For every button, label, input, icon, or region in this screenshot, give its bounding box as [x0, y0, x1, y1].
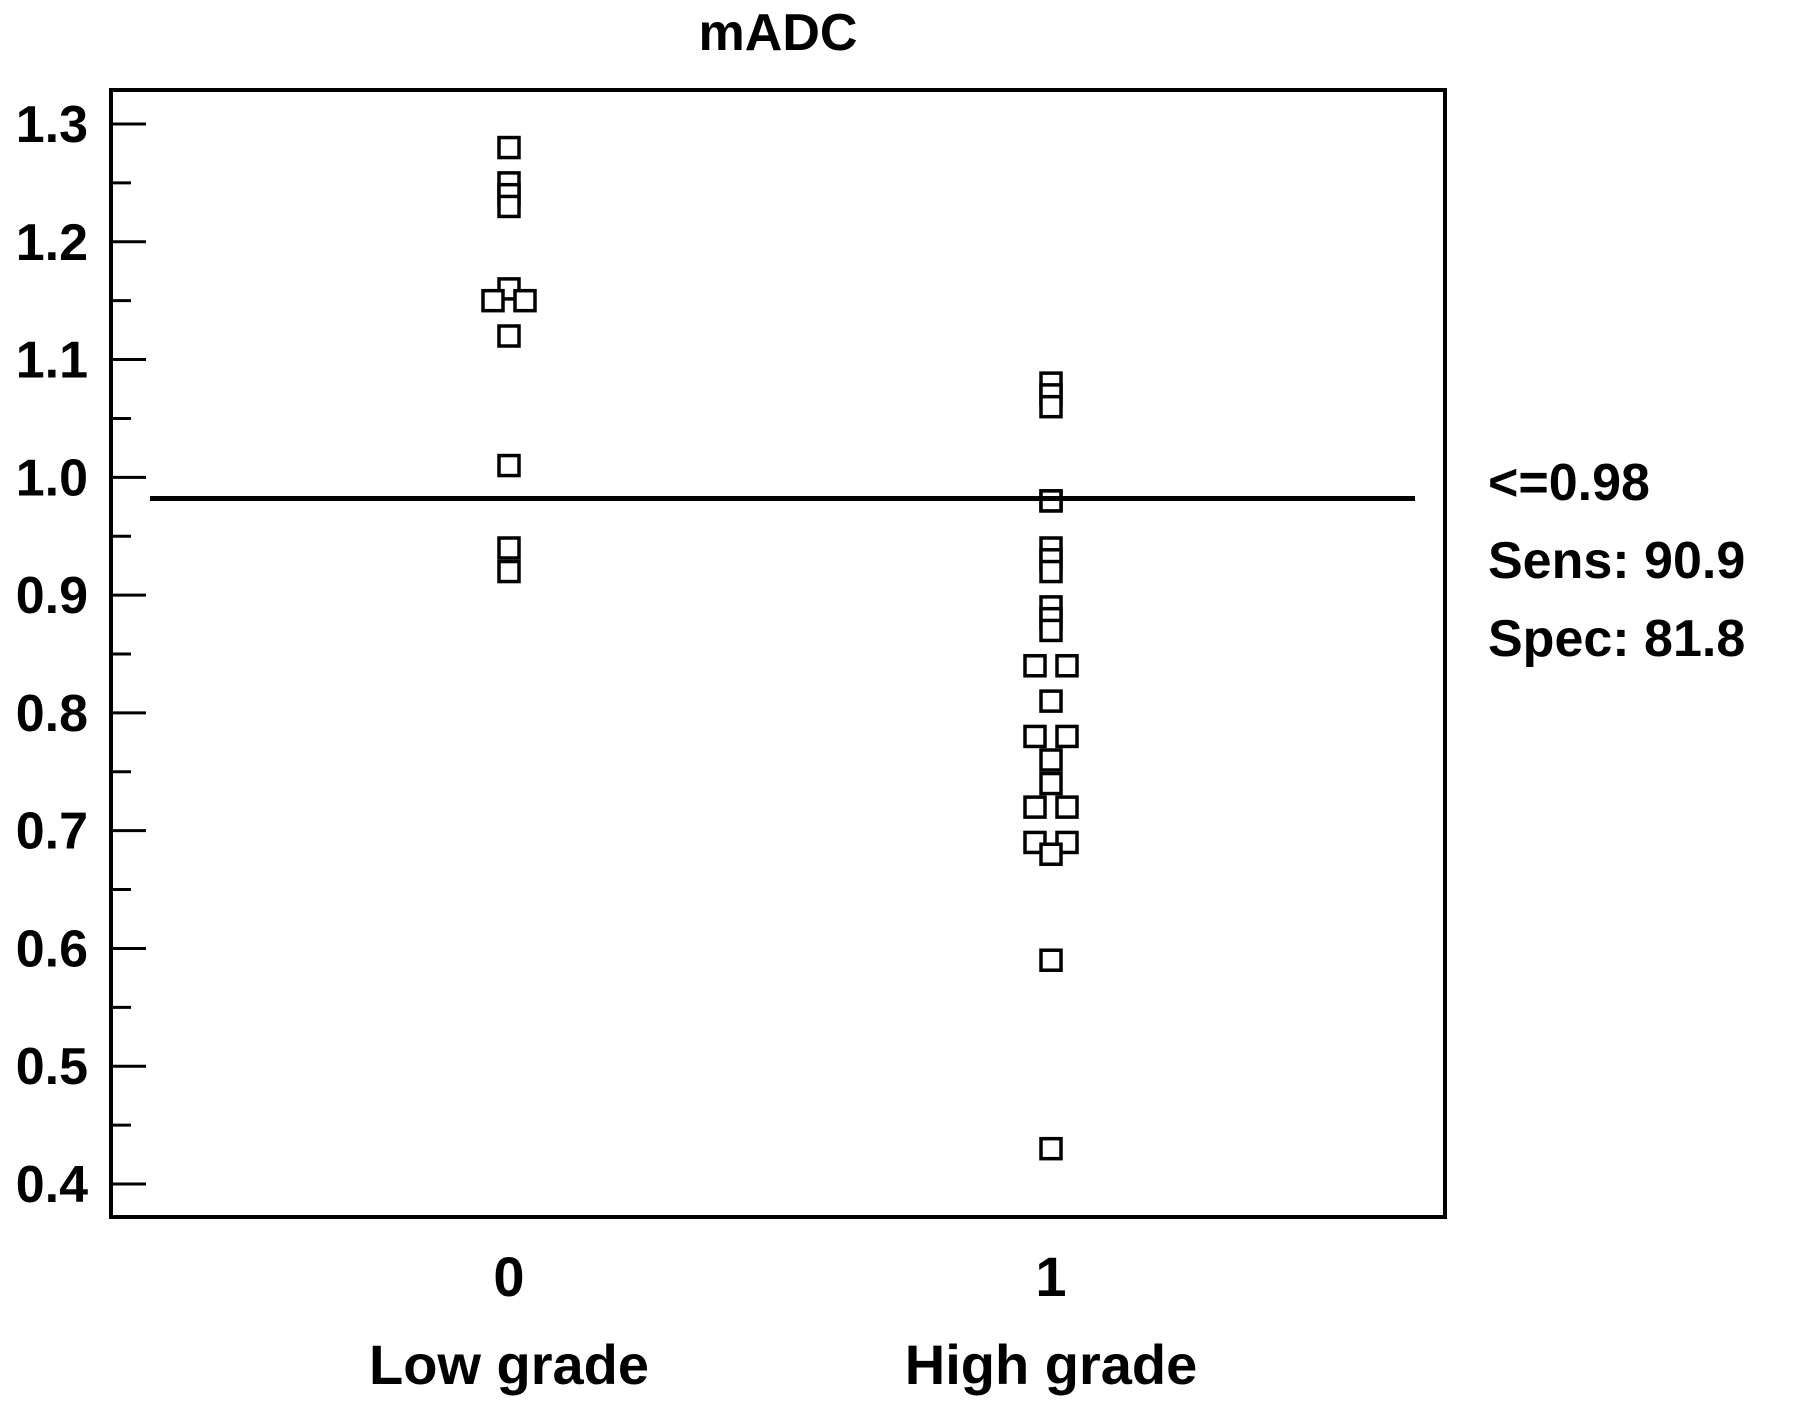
y-tick-label: 1.0 [16, 449, 88, 507]
y-tick-label: 1.1 [16, 332, 88, 390]
y-tick-label: 0.4 [16, 1156, 88, 1214]
data-point [1039, 394, 1063, 419]
data-point [1023, 724, 1047, 749]
data-point [497, 135, 521, 160]
data-point [1055, 654, 1079, 678]
data-point [1039, 559, 1063, 584]
y-tick-label: 1.3 [16, 96, 88, 154]
y-tick-label: 1.2 [16, 214, 88, 272]
y-tick-label: 0.6 [16, 920, 88, 978]
cutoff-value-label: <=0.98 [1488, 454, 1650, 512]
y-tick-label: 0.8 [16, 685, 88, 743]
data-point [1039, 1136, 1063, 1161]
data-point [497, 194, 521, 219]
x-category-label: High grade [905, 1333, 1197, 1396]
cutoff-annotation: <=0.98 Sens: 90.9 Spec: 81.8 [1488, 454, 1745, 668]
data-point [1055, 795, 1079, 819]
data-point [497, 453, 521, 478]
data-point [1039, 842, 1063, 866]
data-point [1023, 654, 1047, 678]
data-point [1039, 618, 1063, 643]
data-point [497, 536, 521, 560]
data-point [513, 288, 537, 313]
data-point [1039, 771, 1063, 796]
x-axis: 0 Low grade 1 High grade [369, 1245, 1197, 1396]
x-category-label: Low grade [369, 1333, 649, 1396]
y-tick-label: 0.9 [16, 567, 88, 625]
data-point [1039, 748, 1063, 772]
data-points [481, 135, 1079, 1161]
y-tick-label: 0.7 [16, 803, 88, 861]
chart-title: mADC [699, 4, 858, 62]
data-point [1039, 948, 1063, 972]
data-point [1023, 795, 1047, 819]
data-point [497, 559, 521, 584]
data-point [1055, 724, 1079, 749]
cutoff-sensitivity-label: Sens: 90.9 [1488, 532, 1745, 590]
x-tick-label: 0 [493, 1245, 524, 1308]
data-point [1039, 689, 1063, 713]
x-tick-label: 1 [1035, 1245, 1066, 1308]
plot-frame [109, 88, 1447, 1219]
cutoff-specificity-label: Spec: 81.8 [1488, 610, 1745, 668]
data-point [481, 288, 505, 313]
data-point [497, 324, 521, 348]
y-axis: 0.4 0.5 0.6 0.7 0.8 0.9 1.0 1.1 1.2 1.3 [16, 96, 146, 1214]
y-tick-label: 0.5 [16, 1038, 88, 1096]
